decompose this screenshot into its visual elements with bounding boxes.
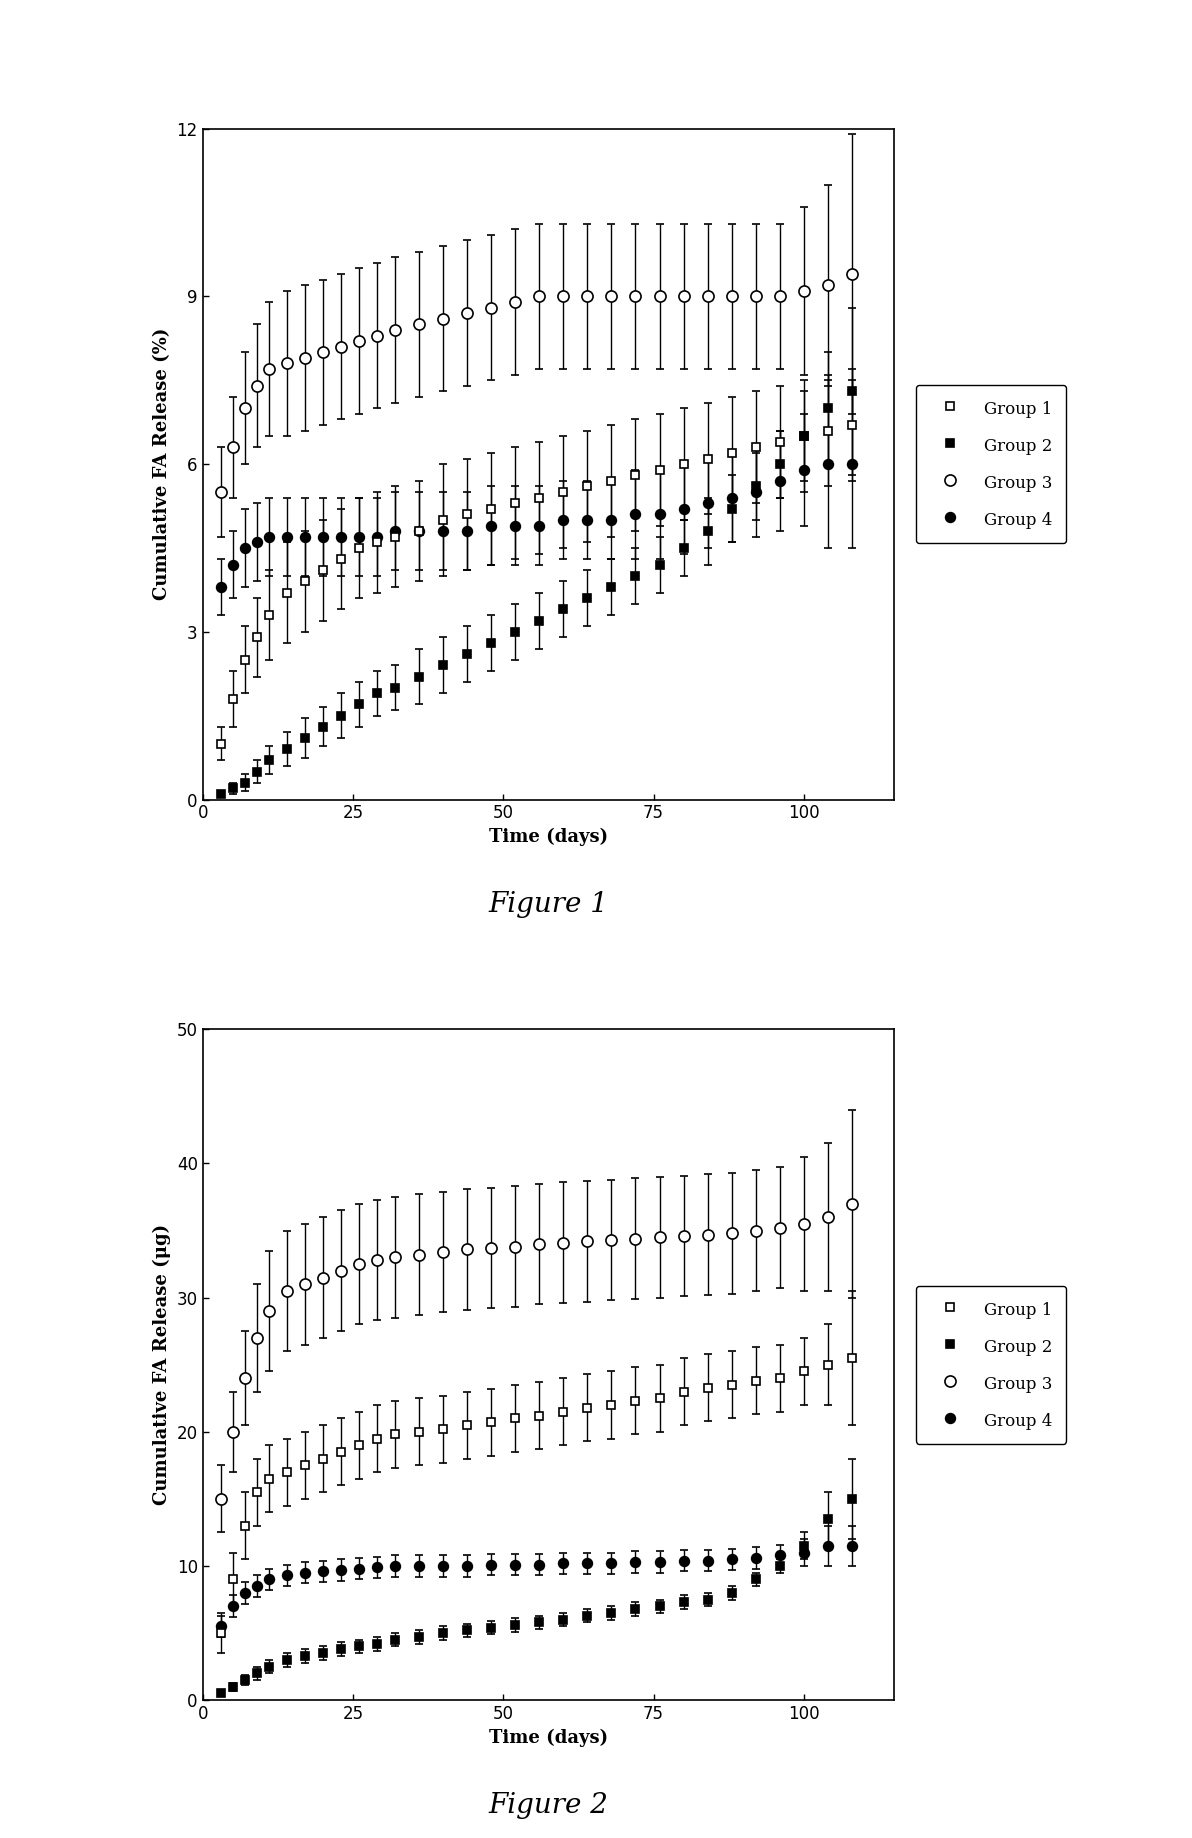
Legend: Group 1, Group 2, Group 3, Group 4: Group 1, Group 2, Group 3, Group 4 (917, 1287, 1066, 1443)
Text: Figure 1: Figure 1 (489, 891, 608, 919)
Legend: Group 1, Group 2, Group 3, Group 4: Group 1, Group 2, Group 3, Group 4 (917, 386, 1066, 542)
Y-axis label: Cumulative FA Release (μg): Cumulative FA Release (μg) (153, 1224, 172, 1505)
Text: Figure 2: Figure 2 (489, 1792, 608, 1820)
X-axis label: Time (days): Time (days) (489, 1728, 608, 1746)
Y-axis label: Cumulative FA Release (%): Cumulative FA Release (%) (153, 327, 170, 601)
X-axis label: Time (days): Time (days) (489, 827, 608, 845)
